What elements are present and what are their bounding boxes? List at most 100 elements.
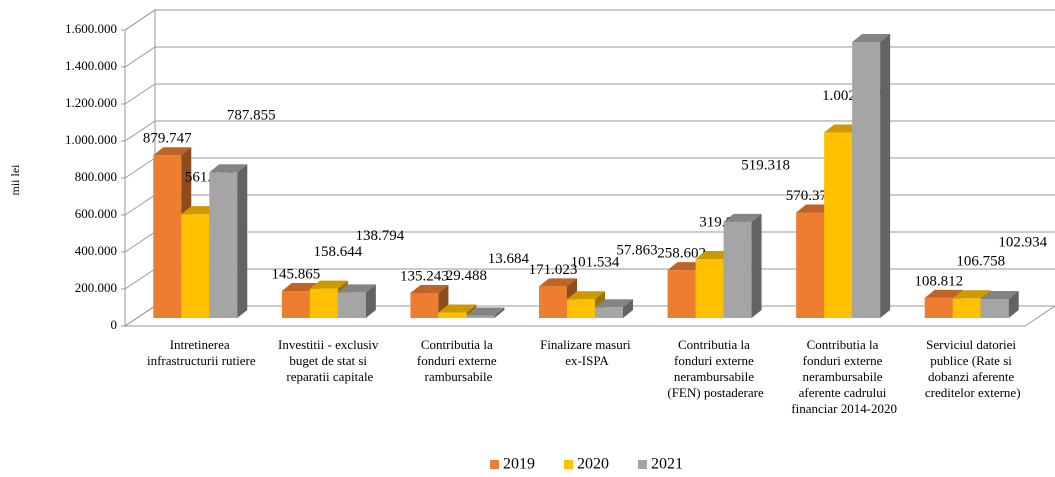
x-tick-line: Finalizare masuri bbox=[540, 337, 634, 352]
floor bbox=[123, 305, 1055, 327]
bar-front bbox=[281, 291, 310, 318]
bar-front bbox=[695, 258, 724, 318]
x-tick-line: ex-ISPA bbox=[565, 353, 609, 368]
bar-front bbox=[924, 297, 953, 318]
bar-top bbox=[852, 33, 891, 42]
y-tick-label: 1.600.000 bbox=[65, 21, 117, 36]
x-tick-line: reparatii capitale bbox=[286, 369, 373, 384]
bar-top bbox=[924, 289, 963, 298]
legend-label: 2019 bbox=[503, 456, 535, 473]
bar-front bbox=[952, 298, 981, 318]
y-tick-label: 600.000 bbox=[75, 206, 117, 221]
x-tick-line: Investitii - exclusiv bbox=[278, 337, 382, 352]
bar-front bbox=[824, 132, 853, 318]
bar-top bbox=[980, 290, 1019, 299]
grid-line bbox=[124, 83, 1055, 105]
x-tick-label: Contributia la fonduri externe neramburs… bbox=[667, 337, 764, 400]
x-tick-line: fonduri externe bbox=[674, 353, 757, 368]
x-tick-line: dobanzi aferente bbox=[928, 369, 1018, 384]
bar bbox=[410, 284, 449, 318]
bar-front bbox=[595, 307, 623, 318]
bar-top bbox=[153, 147, 192, 156]
bar-top bbox=[466, 307, 505, 316]
bar-top bbox=[410, 284, 449, 293]
bar-side bbox=[623, 299, 633, 318]
grid-line bbox=[124, 120, 1055, 142]
x-tick-label: Finalizare masuri ex-ISPA bbox=[540, 337, 634, 368]
bar-top bbox=[952, 290, 991, 299]
data-label: 57.863 bbox=[616, 243, 657, 259]
x-tick-line: financiar 2014-2020 bbox=[791, 401, 897, 416]
x-tick-line: Contributia la bbox=[678, 337, 753, 352]
bar-front bbox=[796, 212, 825, 318]
x-tick-line: Contributia la bbox=[807, 337, 882, 352]
x-tick-line: Intretinerea bbox=[170, 337, 233, 352]
grid-line bbox=[124, 231, 1055, 253]
legend-swatch bbox=[490, 460, 499, 469]
bar-front bbox=[209, 172, 238, 318]
y-tick-label: 400.000 bbox=[75, 243, 117, 258]
x-tick-line: nerambursabile bbox=[802, 369, 885, 384]
x-tick-label: Serviciul datoriei publice (Rate si doba… bbox=[925, 337, 1021, 400]
y-tick-label: 1.200.000 bbox=[65, 95, 117, 110]
bar-top bbox=[723, 213, 762, 222]
data-label: 13.684 bbox=[488, 251, 530, 267]
grid-line bbox=[124, 46, 1055, 68]
x-tick-line: (FEN) postaderare bbox=[667, 385, 764, 400]
bar bbox=[723, 213, 762, 318]
bar-front bbox=[181, 214, 210, 318]
x-tick-label: Investitii - exclusiv buget de stat si r… bbox=[278, 337, 382, 384]
x-tick-line: aferente cadrului bbox=[799, 385, 890, 400]
bar-front bbox=[466, 315, 495, 318]
data-label: 519.318 bbox=[741, 157, 790, 173]
data-label: 138.794 bbox=[355, 228, 404, 244]
bar-side bbox=[237, 164, 248, 318]
data-label: 101.534 bbox=[571, 255, 620, 271]
y-tick-label: 1.000.000 bbox=[65, 132, 117, 147]
bar-front bbox=[410, 292, 439, 318]
data-label: 158.644 bbox=[313, 244, 362, 260]
data-label: 258.602 bbox=[657, 246, 706, 262]
x-tick-line: nerambursabile bbox=[674, 369, 757, 384]
bar-front bbox=[667, 270, 696, 318]
x-tick-label: Contributia la fonduri externe neramburs… bbox=[791, 337, 897, 416]
legend-swatch bbox=[638, 460, 647, 469]
bar-top bbox=[337, 284, 376, 293]
bar-front bbox=[337, 292, 366, 318]
data-label: 102.934 bbox=[998, 234, 1047, 250]
data-label: 145.865 bbox=[271, 266, 320, 282]
y-tick-label: 0 bbox=[111, 317, 118, 332]
grid-line bbox=[124, 194, 1055, 216]
data-label: 108.812 bbox=[914, 273, 963, 289]
bar bbox=[466, 307, 505, 318]
x-tick-line: publice (Rate si bbox=[930, 353, 1015, 368]
bar bbox=[567, 291, 605, 318]
bar-top bbox=[209, 164, 248, 173]
data-label: 106.758 bbox=[956, 254, 1005, 270]
x-tick-line: Serviciul datoriei bbox=[926, 337, 1019, 352]
y-tick-label: 200.000 bbox=[75, 280, 117, 295]
y-axis-label: mii lei bbox=[8, 164, 22, 196]
x-tick-line: rambursabile bbox=[424, 369, 492, 384]
bar-side bbox=[365, 284, 376, 318]
bar bbox=[595, 299, 633, 318]
x-tick-line: Contributia la bbox=[421, 337, 496, 352]
x-tick-line: fonduri externe bbox=[417, 353, 500, 368]
data-label: 171.023 bbox=[529, 262, 578, 278]
bar-front bbox=[153, 155, 182, 318]
legend-label: 2021 bbox=[651, 456, 683, 473]
x-tick-label: Contributia la fonduri externe rambursab… bbox=[417, 337, 500, 384]
bar-top bbox=[539, 278, 577, 287]
bar-side bbox=[494, 307, 505, 318]
bar-side bbox=[880, 33, 891, 319]
grid-line bbox=[124, 157, 1055, 179]
bar-front bbox=[539, 286, 567, 318]
bar-front bbox=[567, 299, 595, 318]
x-tick-line: buget de stat si bbox=[289, 353, 370, 368]
bar-front bbox=[980, 298, 1009, 318]
bar bbox=[153, 147, 192, 318]
data-label: 879.747 bbox=[143, 131, 192, 147]
y-tick-label: 800.000 bbox=[75, 169, 117, 184]
data-label: 29.488 bbox=[446, 268, 487, 284]
